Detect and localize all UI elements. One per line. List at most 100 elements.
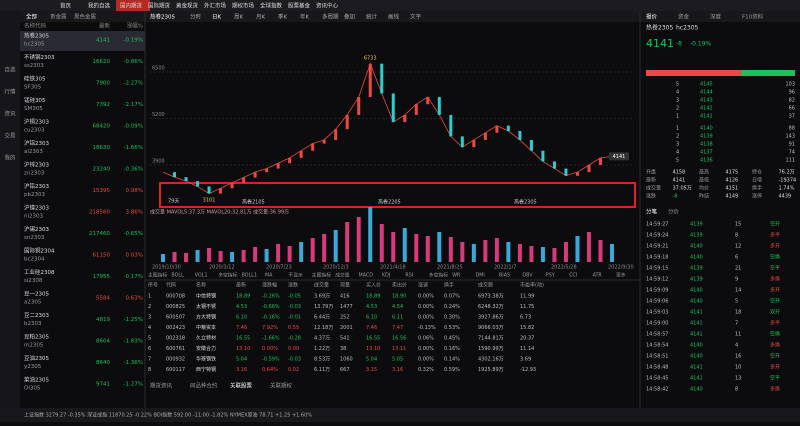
change-pct: -1.36% <box>124 360 143 366</box>
volume-bar <box>425 236 430 262</box>
toolbar-item[interactable]: 画线 <box>388 13 400 21</box>
candle <box>207 186 211 194</box>
nav-item[interactable]: 我的自选 <box>88 2 111 10</box>
symbol-code: ni2303 <box>24 214 44 220</box>
toolbar-item[interactable]: 统计 <box>366 13 378 21</box>
sidebar-item[interactable]: 交易 <box>4 132 15 140</box>
ask-cell: 82 <box>789 98 795 104</box>
trade-cell: 21 <box>735 266 741 272</box>
indicator-tab[interactable]: 主图指标 <box>312 272 331 279</box>
toolbar-item[interactable]: 文字 <box>410 13 422 21</box>
nav-item[interactable]: 黄金现货 <box>176 2 199 10</box>
indicator-tab[interactable]: KDJ <box>382 273 390 279</box>
price-axis-label: 3900 <box>152 159 165 165</box>
symbol-code: pb2303 <box>24 192 45 198</box>
quote-tab[interactable]: F10资料 <box>742 13 764 21</box>
indicator-tab[interactable]: PSY <box>546 273 555 279</box>
toolbar-item[interactable]: 日K <box>212 14 222 21</box>
indicator-tab[interactable]: ATR <box>593 273 603 279</box>
indicator-tab[interactable]: 多空指标 <box>218 272 237 279</box>
indicator-tab[interactable]: 多空指标 <box>429 272 448 279</box>
toolbar-item[interactable]: 多周期 <box>322 13 339 21</box>
toolbar-item[interactable]: 周K <box>234 14 244 21</box>
symbol-name: 锰硅305 <box>24 96 46 104</box>
volume-bar <box>586 232 591 262</box>
nav-item[interactable]: 资讯中心 <box>316 2 339 10</box>
quote-tab[interactable]: 深度 <box>710 13 722 21</box>
trades-tab[interactable]: 分价 <box>668 208 680 216</box>
trade-cell: 多开 <box>770 364 780 371</box>
bid-cell: 4137 <box>700 150 713 156</box>
indicator-tab[interactable]: MA <box>265 273 273 279</box>
table-cell: 0.06% <box>418 336 434 342</box>
change-pct: -1.66% <box>124 145 143 151</box>
indicator-tab[interactable]: 成交量 <box>335 272 350 279</box>
trade-cell: 4140 <box>690 354 703 360</box>
nav-item[interactable]: 国内期货 <box>120 2 143 10</box>
bottom-tab[interactable]: 关联股票 <box>230 382 253 390</box>
toolbar-item[interactable]: 分时 <box>190 13 202 21</box>
indicator-tab[interactable]: OBV <box>522 273 533 279</box>
indicator-tab[interactable]: DMI <box>476 273 485 279</box>
symbol-name: 豆二2303 <box>24 312 49 319</box>
last-price: 17955 <box>93 274 111 280</box>
sidebar-item[interactable]: 资讯 <box>4 110 16 118</box>
nav-item[interactable]: 首页 <box>60 2 72 10</box>
indicator-tab[interactable]: VOL1 <box>195 273 208 279</box>
last-price: 61150 <box>93 253 111 259</box>
indicator-tab[interactable]: 不显示 <box>288 273 303 279</box>
symbol-code: al2303 <box>24 149 43 155</box>
date-label: 2020/12/3 <box>323 265 349 271</box>
list-tab[interactable]: 全部 <box>26 13 38 21</box>
list-tab[interactable]: 黑色金属 <box>74 13 96 21</box>
nav-item[interactable]: 全球指数 <box>260 2 283 10</box>
bottom-tab[interactable]: 期货资讯 <box>150 382 173 390</box>
list-header: 名称代码 <box>24 22 47 30</box>
trade-cell: 4141 <box>690 376 703 382</box>
table-cell: 6.10 <box>366 315 377 321</box>
indicator-tab[interactable]: BOLL1 <box>242 273 257 279</box>
toolbar-item[interactable]: 年K <box>300 13 310 21</box>
toolbar-item[interactable]: 季K <box>278 13 288 21</box>
nav-item[interactable]: 期权市场 <box>232 2 255 10</box>
indicator-tab[interactable]: BIAS <box>499 273 510 279</box>
change-pct: -1.25% <box>124 317 143 323</box>
indicator-tab[interactable]: RSI <box>405 273 413 279</box>
date-label: 2022/5/28 <box>551 265 577 271</box>
toolbar-item[interactable]: 叠加 <box>344 13 355 21</box>
trade-cell: 6 <box>735 255 738 261</box>
table-cell: 1060 <box>340 357 353 363</box>
indicator-tab[interactable]: 更多 <box>616 272 626 279</box>
trade-cell: 多开 <box>770 287 780 294</box>
indicator-tab[interactable]: BOLL <box>171 273 184 279</box>
indicator-tab[interactable]: WR <box>452 273 461 279</box>
table-cell: 600507 <box>166 315 185 321</box>
table-cell: 7144.81万 <box>478 336 504 342</box>
trades-tab[interactable]: 分笔 <box>646 208 658 216</box>
sidebar-item[interactable]: 自选 <box>4 66 16 74</box>
table-cell: 1 <box>148 294 151 300</box>
symbol-code: m2305 <box>24 343 44 349</box>
stat-cell: -8 <box>673 194 678 200</box>
quote-tab[interactable]: 报价 <box>646 13 658 21</box>
table-cell: 4.53 <box>236 304 247 310</box>
nav-item[interactable]: 国际期货 <box>148 2 171 10</box>
bottom-tab[interactable]: 同品种合约 <box>190 382 218 390</box>
sidebar-item[interactable]: 我的 <box>4 154 16 162</box>
last-badge <box>609 152 629 161</box>
bottom-tab[interactable]: 关联期权 <box>270 382 293 390</box>
table-cell: 0.00% <box>262 346 278 352</box>
toolbar-item[interactable]: 月K <box>256 14 266 21</box>
quote-tab[interactable]: 资金 <box>678 13 690 21</box>
sidebar-item[interactable]: 行情 <box>4 88 16 96</box>
nav-item[interactable]: 股票基金 <box>288 2 311 10</box>
list-tab[interactable]: 贵金属 <box>50 13 67 21</box>
table-cell: 0.24% <box>444 304 460 310</box>
indicator-tab[interactable]: 主图指标 <box>148 272 167 279</box>
stat-cell: 4149 <box>726 194 739 200</box>
nav-item[interactable]: 外汇市场 <box>204 2 227 10</box>
indicator-tab[interactable]: CCI <box>569 273 577 279</box>
contract-label: 热卷2305 <box>514 199 537 206</box>
indicator-tab[interactable]: MACD <box>359 273 374 279</box>
trade-cell: 4140 <box>690 343 703 349</box>
